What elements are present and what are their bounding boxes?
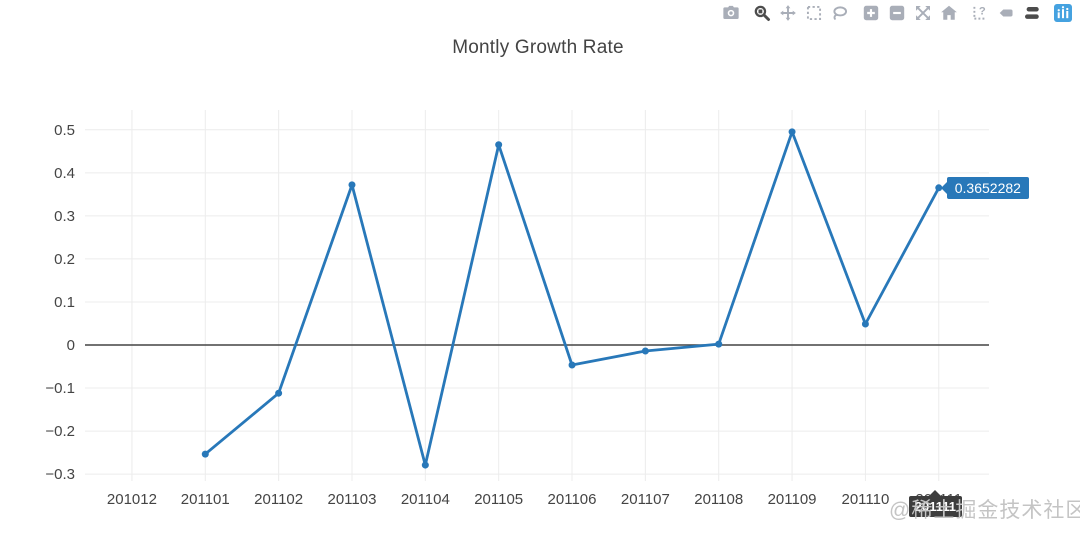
modebar-group-download [722,4,740,22]
hover-tag-icon [999,9,1013,17]
box-select-button[interactable] [805,4,823,22]
svg-text:201103: 201103 [328,491,377,508]
svg-text:0.5: 0.5 [54,122,75,139]
x-axis-hover-value: 201111 [914,499,956,514]
svg-text:−0.2: −0.2 [45,423,75,440]
minus-square-icon [889,5,905,21]
svg-text:201105: 201105 [474,491,523,508]
plus-square-icon [863,5,879,21]
svg-text:201107: 201107 [621,491,670,508]
svg-text:201101: 201101 [181,491,230,508]
svg-text:201108: 201108 [694,491,743,508]
svg-text:0.3: 0.3 [54,208,75,225]
camera-icon [723,5,739,19]
hover-label: 0.3652282 [940,176,1029,199]
svg-text:201110: 201110 [841,491,889,508]
x-axis-hover-label: 201111 [908,490,962,517]
expand-arrows-icon [916,6,930,20]
move-arrows-icon [780,5,796,21]
chart-title: Montly Growth Rate [452,37,624,58]
svg-text:?: ? [979,6,986,18]
autoscale-button[interactable] [914,4,932,22]
dashed-box-icon [806,5,822,21]
svg-text:201102: 201102 [254,491,303,508]
reset-axes-button[interactable] [940,4,958,22]
home-icon [941,5,957,20]
hover-label-value: 0.3652282 [954,179,1021,196]
toggle-spikelines-button[interactable]: ? [971,4,989,22]
svg-text:201104: 201104 [401,491,450,508]
svg-text:0.4: 0.4 [54,165,75,182]
plotly-logo-button[interactable] [1054,4,1072,22]
svg-text:0: 0 [67,337,75,354]
svg-text:201106: 201106 [548,491,597,508]
plotly-logo-icon [1054,4,1072,22]
hover-closest-button[interactable] [997,4,1015,22]
modebar-group-dragmode [753,4,849,22]
zoom-button[interactable] [753,4,771,22]
download-png-button[interactable] [722,4,740,22]
zoom-out-button[interactable] [888,4,906,22]
svg-text:−0.1: −0.1 [45,380,75,397]
modebar-group-logo [1054,4,1072,22]
svg-text:201012: 201012 [107,491,157,508]
svg-text:201109: 201109 [768,491,817,508]
lasso-select-button[interactable] [831,4,849,22]
modebar-group-hover: ? [971,4,1041,22]
watermark: @稀土掘金技术社区 [889,499,1080,522]
modebar-group-zoomlevel [862,4,958,22]
pan-button[interactable] [779,4,797,22]
hover-compare-button[interactable] [1023,4,1041,22]
svg-text:0.1: 0.1 [54,294,75,311]
lasso-icon [833,6,848,20]
spikelines-question-icon: ? [973,6,986,20]
svg-text:−0.3: −0.3 [45,466,75,483]
magnifier-icon [754,5,770,21]
svg-text:0.2: 0.2 [54,251,75,268]
modebar: ? [722,4,1072,22]
double-hover-tags-icon [1025,7,1039,19]
zoom-in-button[interactable] [862,4,880,22]
